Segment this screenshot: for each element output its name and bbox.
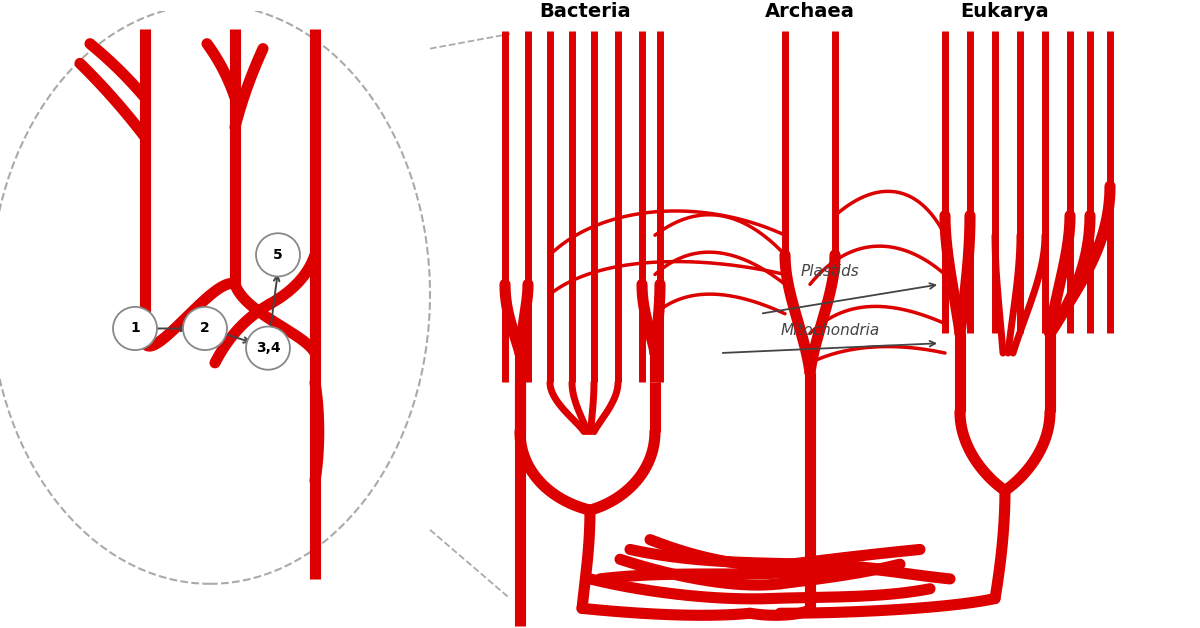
Text: 1: 1 (130, 322, 140, 335)
Text: Eukarya: Eukarya (961, 2, 1049, 21)
Text: 3,4: 3,4 (256, 341, 281, 355)
Circle shape (113, 307, 157, 350)
Circle shape (182, 307, 227, 350)
Text: Plastids: Plastids (800, 264, 859, 279)
Text: Mitochondria: Mitochondria (780, 323, 880, 338)
Text: 5: 5 (274, 248, 283, 262)
Circle shape (246, 327, 290, 370)
Text: Bacteria: Bacteria (539, 2, 631, 21)
Text: Archaea: Archaea (766, 2, 854, 21)
Circle shape (256, 233, 300, 276)
Text: 2: 2 (200, 322, 210, 335)
